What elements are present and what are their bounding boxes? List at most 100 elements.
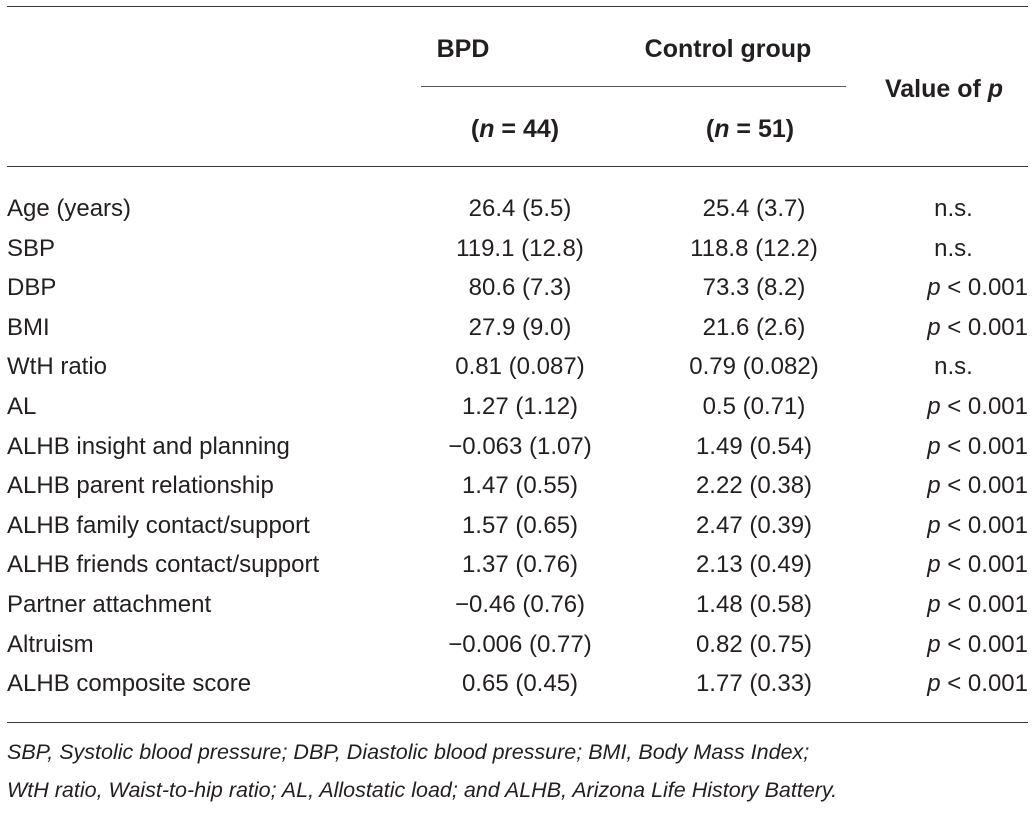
p-threshold: < 0.001 <box>940 472 1028 500</box>
data-table: Age (years) 26.4 (5.5) 25.4 (3.7) n.s. SBP 11… <box>7 189 1028 704</box>
table-row: WtH ratio 0.81 (0.087) 0.79 (0.082) n.s. <box>7 347 1028 387</box>
table-row: DBP 80.6 (7.3) 73.3 (8.2) p < 0.001 <box>7 268 1028 308</box>
control-value: 2.13 (0.49) <box>695 551 813 579</box>
row-label: Age (years) <box>7 195 132 222</box>
table-bottom-rule <box>7 722 1028 723</box>
table-row: AL 1.27 (1.12) 0.5 (0.71) p < 0.001 <box>7 387 1028 427</box>
p-variable: p <box>927 274 941 302</box>
p-value-label: Value of <box>884 75 988 103</box>
p-value: p < 0.001 <box>879 427 1028 467</box>
p-variable: p <box>927 630 941 658</box>
n-variable: n <box>714 115 730 143</box>
header-p-value: Value of p <box>860 74 1028 104</box>
control-value: 0.79 (0.082) <box>689 353 819 381</box>
p-threshold: < 0.001 <box>940 432 1028 460</box>
p-threshold: < 0.001 <box>940 670 1028 698</box>
p-variable: p <box>927 511 941 539</box>
bpd-value: −0.006 (0.77) <box>448 630 592 658</box>
p-variable: p <box>927 313 941 341</box>
p-threshold: < 0.001 <box>940 551 1028 579</box>
p-value: p < 0.001 <box>879 466 1028 506</box>
table-body: Age (years) 26.4 (5.5) 25.4 (3.7) n.s. SBP 11… <box>7 189 1028 704</box>
p-variable: p <box>927 392 941 420</box>
p-value: p < 0.001 <box>879 664 1028 704</box>
p-variable: p <box>927 590 941 618</box>
p-variable: p <box>927 472 941 500</box>
table-row: ALHB parent relationship 1.47 (0.55) 2.22 … <box>7 466 1028 506</box>
p-variable: p <box>987 75 1004 103</box>
bpd-value: 1.27 (1.12) <box>461 392 579 420</box>
table-row: BMI 27.9 (9.0) 21.6 (2.6) p < 0.001 <box>7 308 1028 348</box>
control-value: 2.47 (0.39) <box>695 511 813 539</box>
row-label: ALHB composite score <box>7 670 252 698</box>
header-bottom-rule <box>7 166 1028 167</box>
table-row: ALHB family contact/support 1.57 (0.65) 2.… <box>7 506 1028 546</box>
table-row: ALHB insight and planning −0.063 (1.07) 1.… <box>7 427 1028 467</box>
p-value: p < 0.001 <box>879 387 1028 427</box>
table-row: SBP 119.1 (12.8) 118.8 (12.2) n.s. <box>7 229 1028 269</box>
p-threshold: < 0.001 <box>940 274 1028 302</box>
table-footnote: SBP, Systolic blood pressure; DBP, Diast… <box>7 733 1031 809</box>
top-rule <box>7 6 1028 7</box>
control-value: 118.8 (12.2) <box>690 234 818 262</box>
footnote-line-2: WtH ratio, Waist-to-hip ratio; AL, Allos… <box>7 778 838 802</box>
p-value: p < 0.001 <box>879 585 1028 625</box>
control-value: 25.4 (3.7) <box>702 195 806 222</box>
bpd-value: 1.47 (0.55) <box>461 472 579 500</box>
table-row: ALHB composite score 0.65 (0.45) 1.77 (0.3… <box>7 664 1028 704</box>
row-label: Partner attachment <box>7 590 212 618</box>
row-label: SBP <box>7 234 56 262</box>
p-value: p < 0.001 <box>879 625 1028 665</box>
p-value: n.s. <box>934 195 973 222</box>
row-label: ALHB parent relationship <box>7 472 274 500</box>
p-variable: p <box>927 432 941 460</box>
p-value: n.s. <box>934 353 973 381</box>
control-value: 0.82 (0.75) <box>695 630 813 658</box>
p-threshold: < 0.001 <box>940 511 1028 539</box>
header-n-control: (n = 51) <box>690 114 810 144</box>
bpd-value: 80.6 (7.3) <box>468 274 572 302</box>
p-threshold: < 0.001 <box>940 313 1028 341</box>
table-row: Partner attachment −0.46 (0.76) 1.48 (0.58… <box>7 585 1028 625</box>
n-open-paren: ( <box>705 115 715 143</box>
table-row: Altruism −0.006 (0.77) 0.82 (0.75) p < 0.00… <box>7 625 1028 665</box>
control-value: 1.49 (0.54) <box>695 432 813 460</box>
row-label: ALHB insight and planning <box>7 432 290 460</box>
control-value: 1.48 (0.58) <box>695 590 813 618</box>
footnote-line-1: SBP, Systolic blood pressure; DBP, Diast… <box>7 740 810 764</box>
header-n-bpd: (n = 44) <box>455 114 575 144</box>
row-label: BMI <box>7 313 50 341</box>
bpd-value: 1.37 (0.76) <box>461 551 579 579</box>
p-threshold: < 0.001 <box>940 590 1028 618</box>
p-value: p < 0.001 <box>879 308 1028 348</box>
bpd-value: 119.1 (12.8) <box>456 234 584 262</box>
bpd-value: −0.063 (1.07) <box>448 432 592 460</box>
row-label: ALHB family contact/support <box>7 511 310 539</box>
n-variable: n <box>479 115 495 143</box>
group-header-rule <box>421 86 846 87</box>
table-row: ALHB friends contact/support 1.37 (0.76) 2… <box>7 545 1028 585</box>
control-value: 73.3 (8.2) <box>702 274 806 302</box>
bpd-value: 26.4 (5.5) <box>468 195 572 222</box>
p-threshold: < 0.001 <box>940 392 1028 420</box>
p-value: n.s. <box>934 234 973 262</box>
row-label: DBP <box>7 274 57 302</box>
bpd-value: −0.46 (0.76) <box>454 590 586 618</box>
control-value: 2.22 (0.38) <box>695 472 813 500</box>
bpd-value: 0.81 (0.087) <box>455 353 585 381</box>
control-value: 1.77 (0.33) <box>695 670 813 698</box>
row-label: Altruism <box>7 630 94 658</box>
p-value: p < 0.001 <box>879 506 1028 546</box>
p-variable: p <box>927 551 941 579</box>
bpd-value: 27.9 (9.0) <box>468 313 572 341</box>
control-value: 0.5 (0.71) <box>702 392 806 420</box>
p-value: p < 0.001 <box>879 545 1028 585</box>
control-value: 21.6 (2.6) <box>702 313 806 341</box>
header-control-group: Control group <box>644 35 812 63</box>
p-threshold: < 0.001 <box>940 630 1028 658</box>
n-control-value: = 51) <box>729 115 795 143</box>
p-variable: p <box>927 670 941 698</box>
n-open-paren: ( <box>470 115 480 143</box>
p-value: p < 0.001 <box>879 268 1028 308</box>
table-row: Age (years) 26.4 (5.5) 25.4 (3.7) n.s. <box>7 189 1028 229</box>
